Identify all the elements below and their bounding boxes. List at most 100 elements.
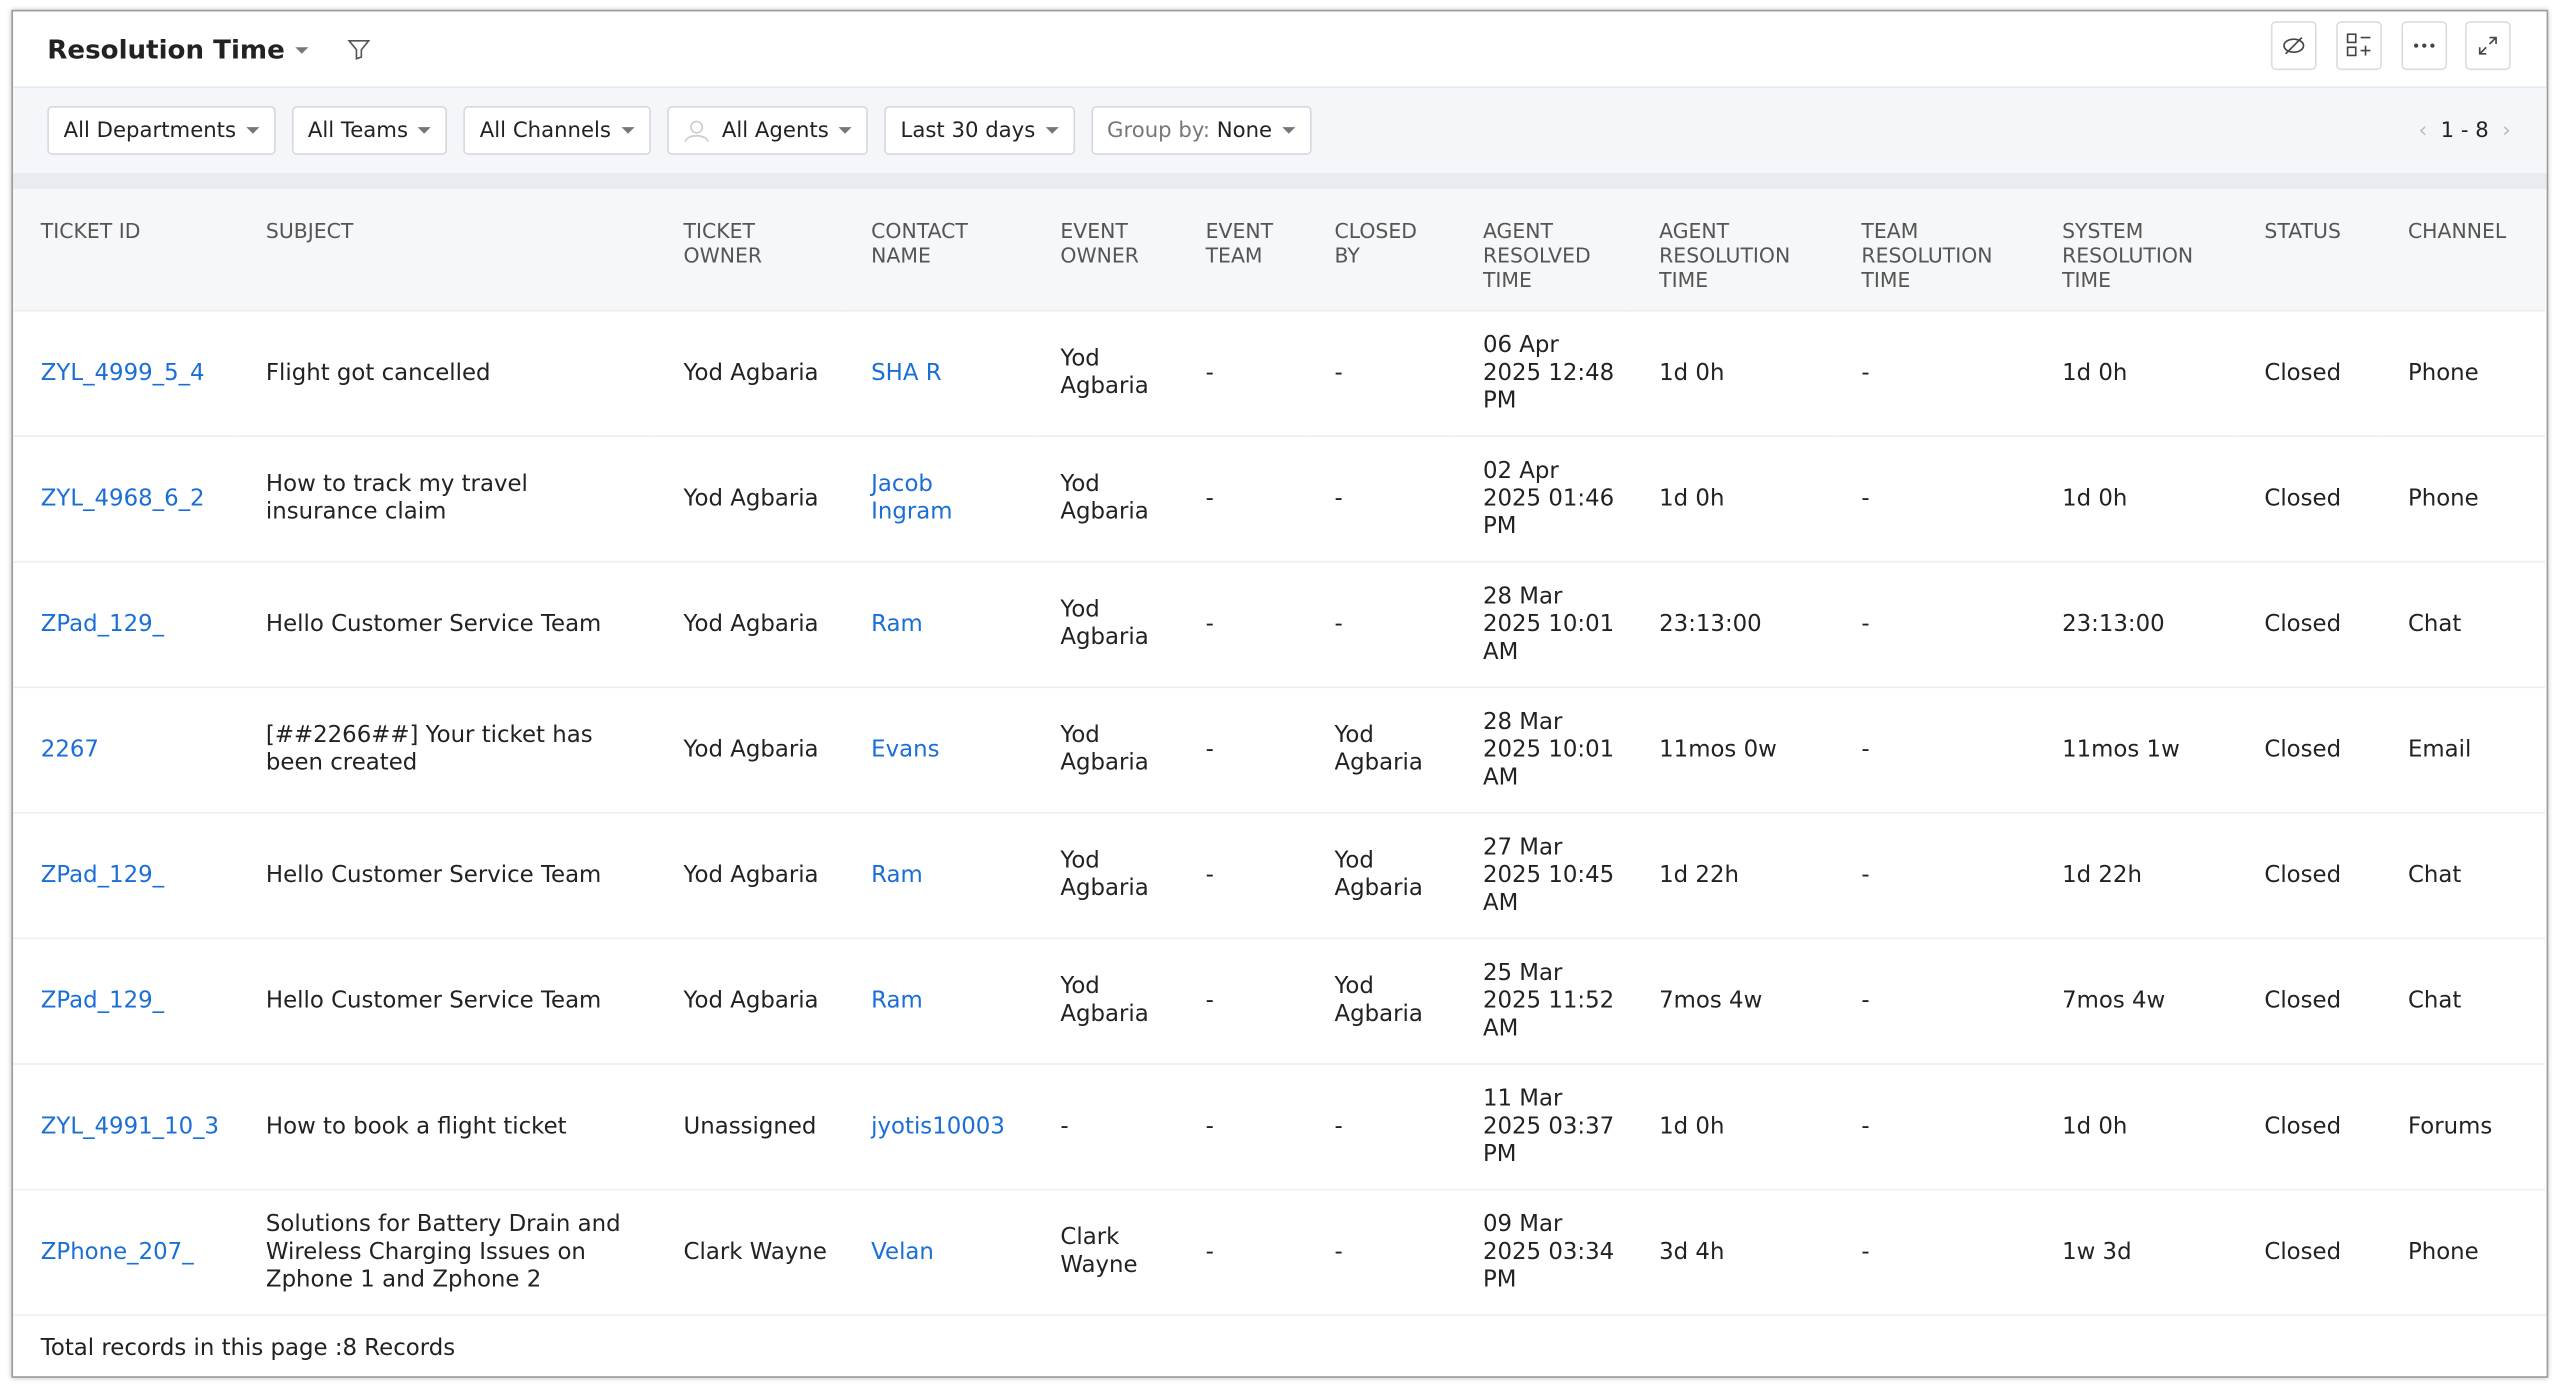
ticket-link[interactable]: ZYL_4999_5_4 <box>40 359 205 386</box>
table-cell: Velan <box>843 1188 1033 1315</box>
column-header: EVENT OWNER <box>1032 189 1178 311</box>
table-cell: Phone <box>2380 1188 2545 1315</box>
expand-button[interactable] <box>2465 21 2511 71</box>
report-table: TICKET ID SUBJECT TICKET OWNER CONTACT NAME… <box>13 189 2545 1315</box>
contact-link[interactable]: jyotis10003 <box>871 1112 1005 1139</box>
column-header: EVENT TEAM <box>1177 189 1307 311</box>
table-row: ZPhone_207_ Solutions for Battery Drain a… <box>13 1188 2545 1315</box>
table-cell: Yod Agbaria <box>1306 937 1456 1064</box>
page-range: 1 - 8 <box>2440 118 2489 143</box>
table-cell: - <box>1833 937 2035 1064</box>
table-cell: Forums <box>2380 1063 2545 1190</box>
contact-link[interactable]: Ram <box>871 610 923 637</box>
group-label: Group by: <box>1107 118 1210 143</box>
table-cell: Yod Agbaria <box>655 435 844 562</box>
ticket-link[interactable]: ZPhone_207_ <box>40 1238 194 1265</box>
table-cell: - <box>1177 1063 1307 1190</box>
column-header: CLOSED BY <box>1306 189 1456 311</box>
table-cell: Yod Agbaria <box>655 686 844 813</box>
table-cell: - <box>1833 309 2035 437</box>
hide-button[interactable] <box>2270 21 2317 71</box>
table-cell: Yod Agbaria <box>1032 560 1178 688</box>
column-header: AGENT RESOLVED TIME <box>1455 189 1632 311</box>
table-row: 2267 [##2266##] Your ticket has been crea… <box>13 686 2545 813</box>
table-cell: - <box>1032 1063 1178 1190</box>
table-cell: - <box>1177 937 1307 1064</box>
table-cell: - <box>1833 686 2035 813</box>
more-button[interactable] <box>2401 21 2448 71</box>
table-cell: - <box>1833 1188 2035 1315</box>
table-cell: Chat <box>2380 812 2545 939</box>
contact-link[interactable]: SHA R <box>871 359 942 386</box>
ticket-link[interactable]: ZYL_4991_10_3 <box>40 1112 220 1139</box>
table-cell: ZYL_4968_6_2 <box>13 435 239 562</box>
filter-icon[interactable] <box>346 38 370 61</box>
filter-dropdown[interactable]: Last 30 days <box>884 105 1075 155</box>
ticket-link[interactable]: ZYL_4968_6_2 <box>40 485 205 512</box>
ticket-link[interactable]: ZPad_129_ <box>40 610 165 637</box>
table-cell: - <box>1306 435 1456 562</box>
group-by[interactable]: Group by: None <box>1090 105 1312 155</box>
title-text: Resolution Time <box>47 33 285 65</box>
filter-bar: All Departments All Teams All Channels All … <box>13 88 2547 173</box>
contact-link[interactable]: Jacob Ingram <box>871 471 953 526</box>
table-cell: 7mos 4w <box>2034 937 2237 1064</box>
filter-label: All Departments <box>63 118 237 143</box>
table-cell: 23:13:00 <box>1631 560 1834 688</box>
column-header: SUBJECT <box>238 189 656 311</box>
table-cell: Yod Agbaria <box>1032 435 1178 562</box>
table-cell: Email <box>2380 686 2545 813</box>
table-cell: Closed <box>2236 560 2381 688</box>
table-cell: Solutions for Battery Drain and Wireless… <box>238 1188 656 1315</box>
table-cell: - <box>1306 1063 1456 1190</box>
filter-dropdown[interactable]: All Channels <box>463 105 651 155</box>
table-cell: Chat <box>2380 937 2545 1064</box>
table-row: ZYL_4968_6_2 How to track my travel insur… <box>13 435 2545 562</box>
table-cell: Yod Agbaria <box>1306 686 1456 813</box>
table-cell: Hello Customer Service Team <box>238 937 656 1064</box>
ticket-link[interactable]: 2267 <box>40 736 99 763</box>
table-cell: 11 Mar 2025 03:37 PM <box>1455 1063 1632 1190</box>
contact-link[interactable]: Velan <box>871 1238 934 1265</box>
table-cell: How to track my travel insurance claim <box>238 435 656 562</box>
table-cell: Phone <box>2380 435 2545 562</box>
table-cell: Ram <box>843 560 1033 688</box>
table-cell: Yod Agbaria <box>655 812 844 939</box>
footer: Total records in this page :8 Records <box>13 1314 2547 1381</box>
table-cell: Hello Customer Service Team <box>238 812 656 939</box>
table-cell: 11mos 0w <box>1631 686 1834 813</box>
table-cell: [##2266##] Your ticket has been created <box>238 686 656 813</box>
table-cell: - <box>1177 560 1307 688</box>
table-cell: Yod Agbaria <box>1032 686 1178 813</box>
table-cell: 1d 0h <box>1631 1063 1834 1190</box>
filter-dropdown[interactable]: All Agents <box>666 105 868 155</box>
table-cell: - <box>1833 435 2035 562</box>
table-cell: Closed <box>2236 686 2381 813</box>
column-header: STATUS <box>2236 189 2381 311</box>
export-button[interactable] <box>2336 21 2382 71</box>
table-cell: - <box>1306 309 1456 437</box>
table-cell: - <box>1177 1188 1307 1315</box>
contact-link[interactable]: Ram <box>871 861 923 888</box>
table-cell: Evans <box>843 686 1033 813</box>
column-header: TEAM RESOLUTION TIME <box>1833 189 2035 311</box>
contact-link[interactable]: Evans <box>871 736 940 763</box>
filter-dropdown[interactable]: All Teams <box>291 105 448 155</box>
ticket-link[interactable]: ZPad_129_ <box>40 987 165 1014</box>
filter-dropdown[interactable]: All Departments <box>47 105 276 155</box>
table-cell: Ram <box>843 812 1033 939</box>
report-title[interactable]: Resolution Time <box>47 33 308 65</box>
table-cell: ZPad_129_ <box>13 560 239 688</box>
table-cell: 09 Mar 2025 03:34 PM <box>1455 1188 1632 1315</box>
contact-link[interactable]: Ram <box>871 987 923 1014</box>
filter-label: All Channels <box>479 118 611 143</box>
table-cell: - <box>1833 560 2035 688</box>
ticket-link[interactable]: ZPad_129_ <box>40 861 165 888</box>
table-cell: 3d 4h <box>1631 1188 1834 1315</box>
column-header: CONTACT NAME <box>843 189 1033 311</box>
report-panel: Resolution Time All Departments All Teams… <box>11 9 2549 1381</box>
table-cell: 1w 3d <box>2034 1188 2237 1315</box>
table-cell: 11mos 1w <box>2034 686 2237 813</box>
